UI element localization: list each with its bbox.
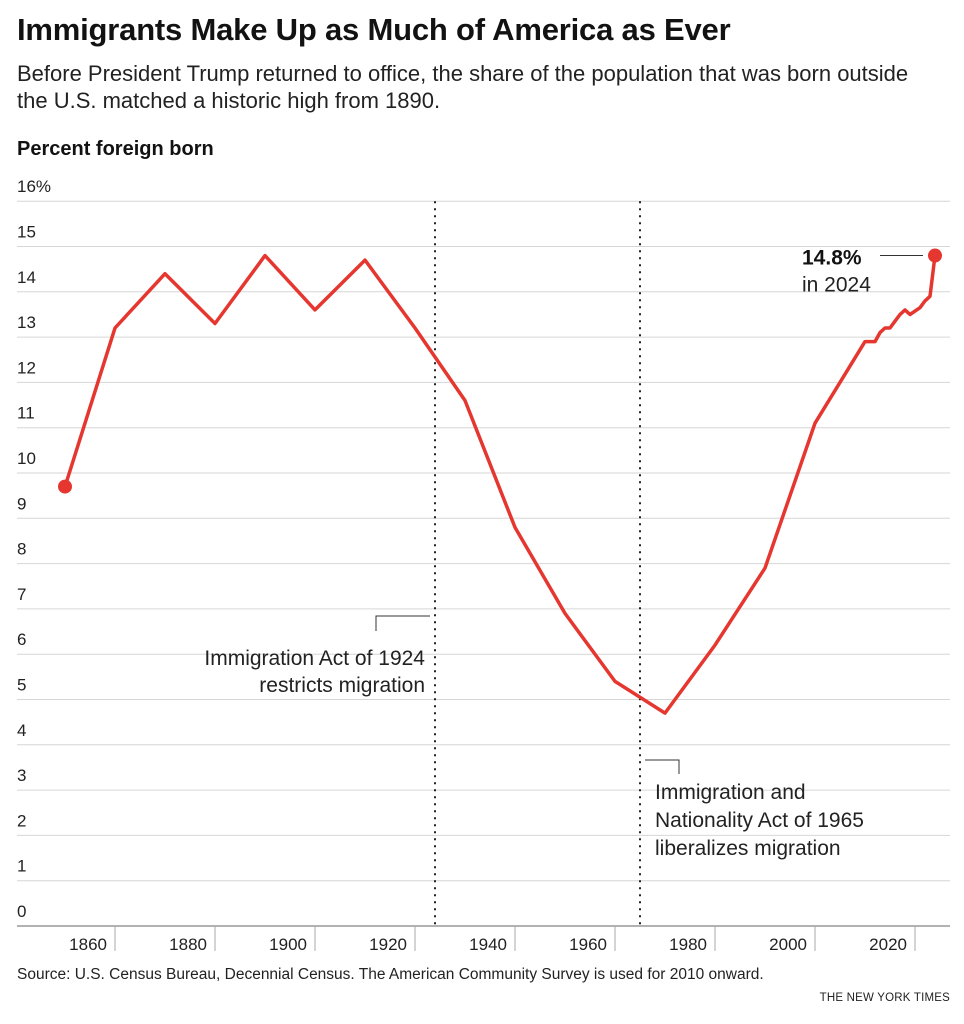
y-tick-label: 8 [17, 540, 26, 559]
source-note: Source: U.S. Census Bureau, Decennial Ce… [17, 966, 764, 983]
annotation-leader [645, 759, 680, 774]
start-point [58, 479, 72, 494]
annotation-1965-text: Immigration and [655, 781, 806, 804]
annotation-1965-text: Nationality Act of 1965 [655, 809, 864, 832]
credit: THE NEW YORK TIMES [819, 992, 950, 1004]
annotation-1924-text: Immigration Act of 1924 [204, 647, 425, 670]
y-tick-label: 16% [17, 177, 51, 196]
x-tick-label: 1960 [569, 935, 607, 954]
x-tick-label: 2020 [869, 935, 907, 954]
y-tick-label: 10 [17, 449, 36, 468]
x-tick-label: 1940 [469, 935, 507, 954]
chart-subtitle: Before President Trump returned to offic… [17, 61, 909, 113]
x-tick-label: 2000 [769, 935, 807, 954]
x-tick-label: 1860 [69, 935, 107, 954]
annotation-1965-text: liberalizes migration [655, 837, 841, 860]
x-tick-label: 1900 [269, 935, 307, 954]
y-tick-label: 11 [17, 404, 35, 423]
y-tick-label: 13 [17, 313, 36, 332]
chart-title: Immigrants Make Up as Much of America as… [17, 12, 731, 47]
annotation-1924-text: restricts migration [259, 674, 425, 697]
x-tick-label: 1980 [669, 935, 707, 954]
y-tick-label: 14 [17, 268, 36, 287]
y-tick-label: 4 [17, 721, 26, 740]
y-tick-label: 6 [17, 630, 26, 649]
y-tick-label: 0 [17, 902, 26, 921]
y-tick-label: 1 [17, 857, 26, 876]
y-tick-label: 9 [17, 494, 26, 513]
x-tick-label: 1920 [369, 935, 407, 954]
end-year-label: in 2024 [802, 274, 871, 297]
y-tick-label: 2 [17, 811, 26, 830]
x-tick-label: 1880 [169, 935, 207, 954]
y-tick-label: 15 [17, 223, 36, 242]
annotation-leader [375, 615, 430, 631]
y-axis-label: Percent foreign born [17, 138, 214, 160]
end-point [928, 248, 942, 263]
y-tick-label: 3 [17, 766, 26, 785]
y-tick-label: 5 [17, 676, 26, 695]
y-tick-label: 7 [17, 585, 26, 604]
foreign-born-line [63, 253, 937, 715]
y-tick-label: 12 [17, 358, 36, 377]
end-value-label: 14.8% [802, 247, 862, 270]
